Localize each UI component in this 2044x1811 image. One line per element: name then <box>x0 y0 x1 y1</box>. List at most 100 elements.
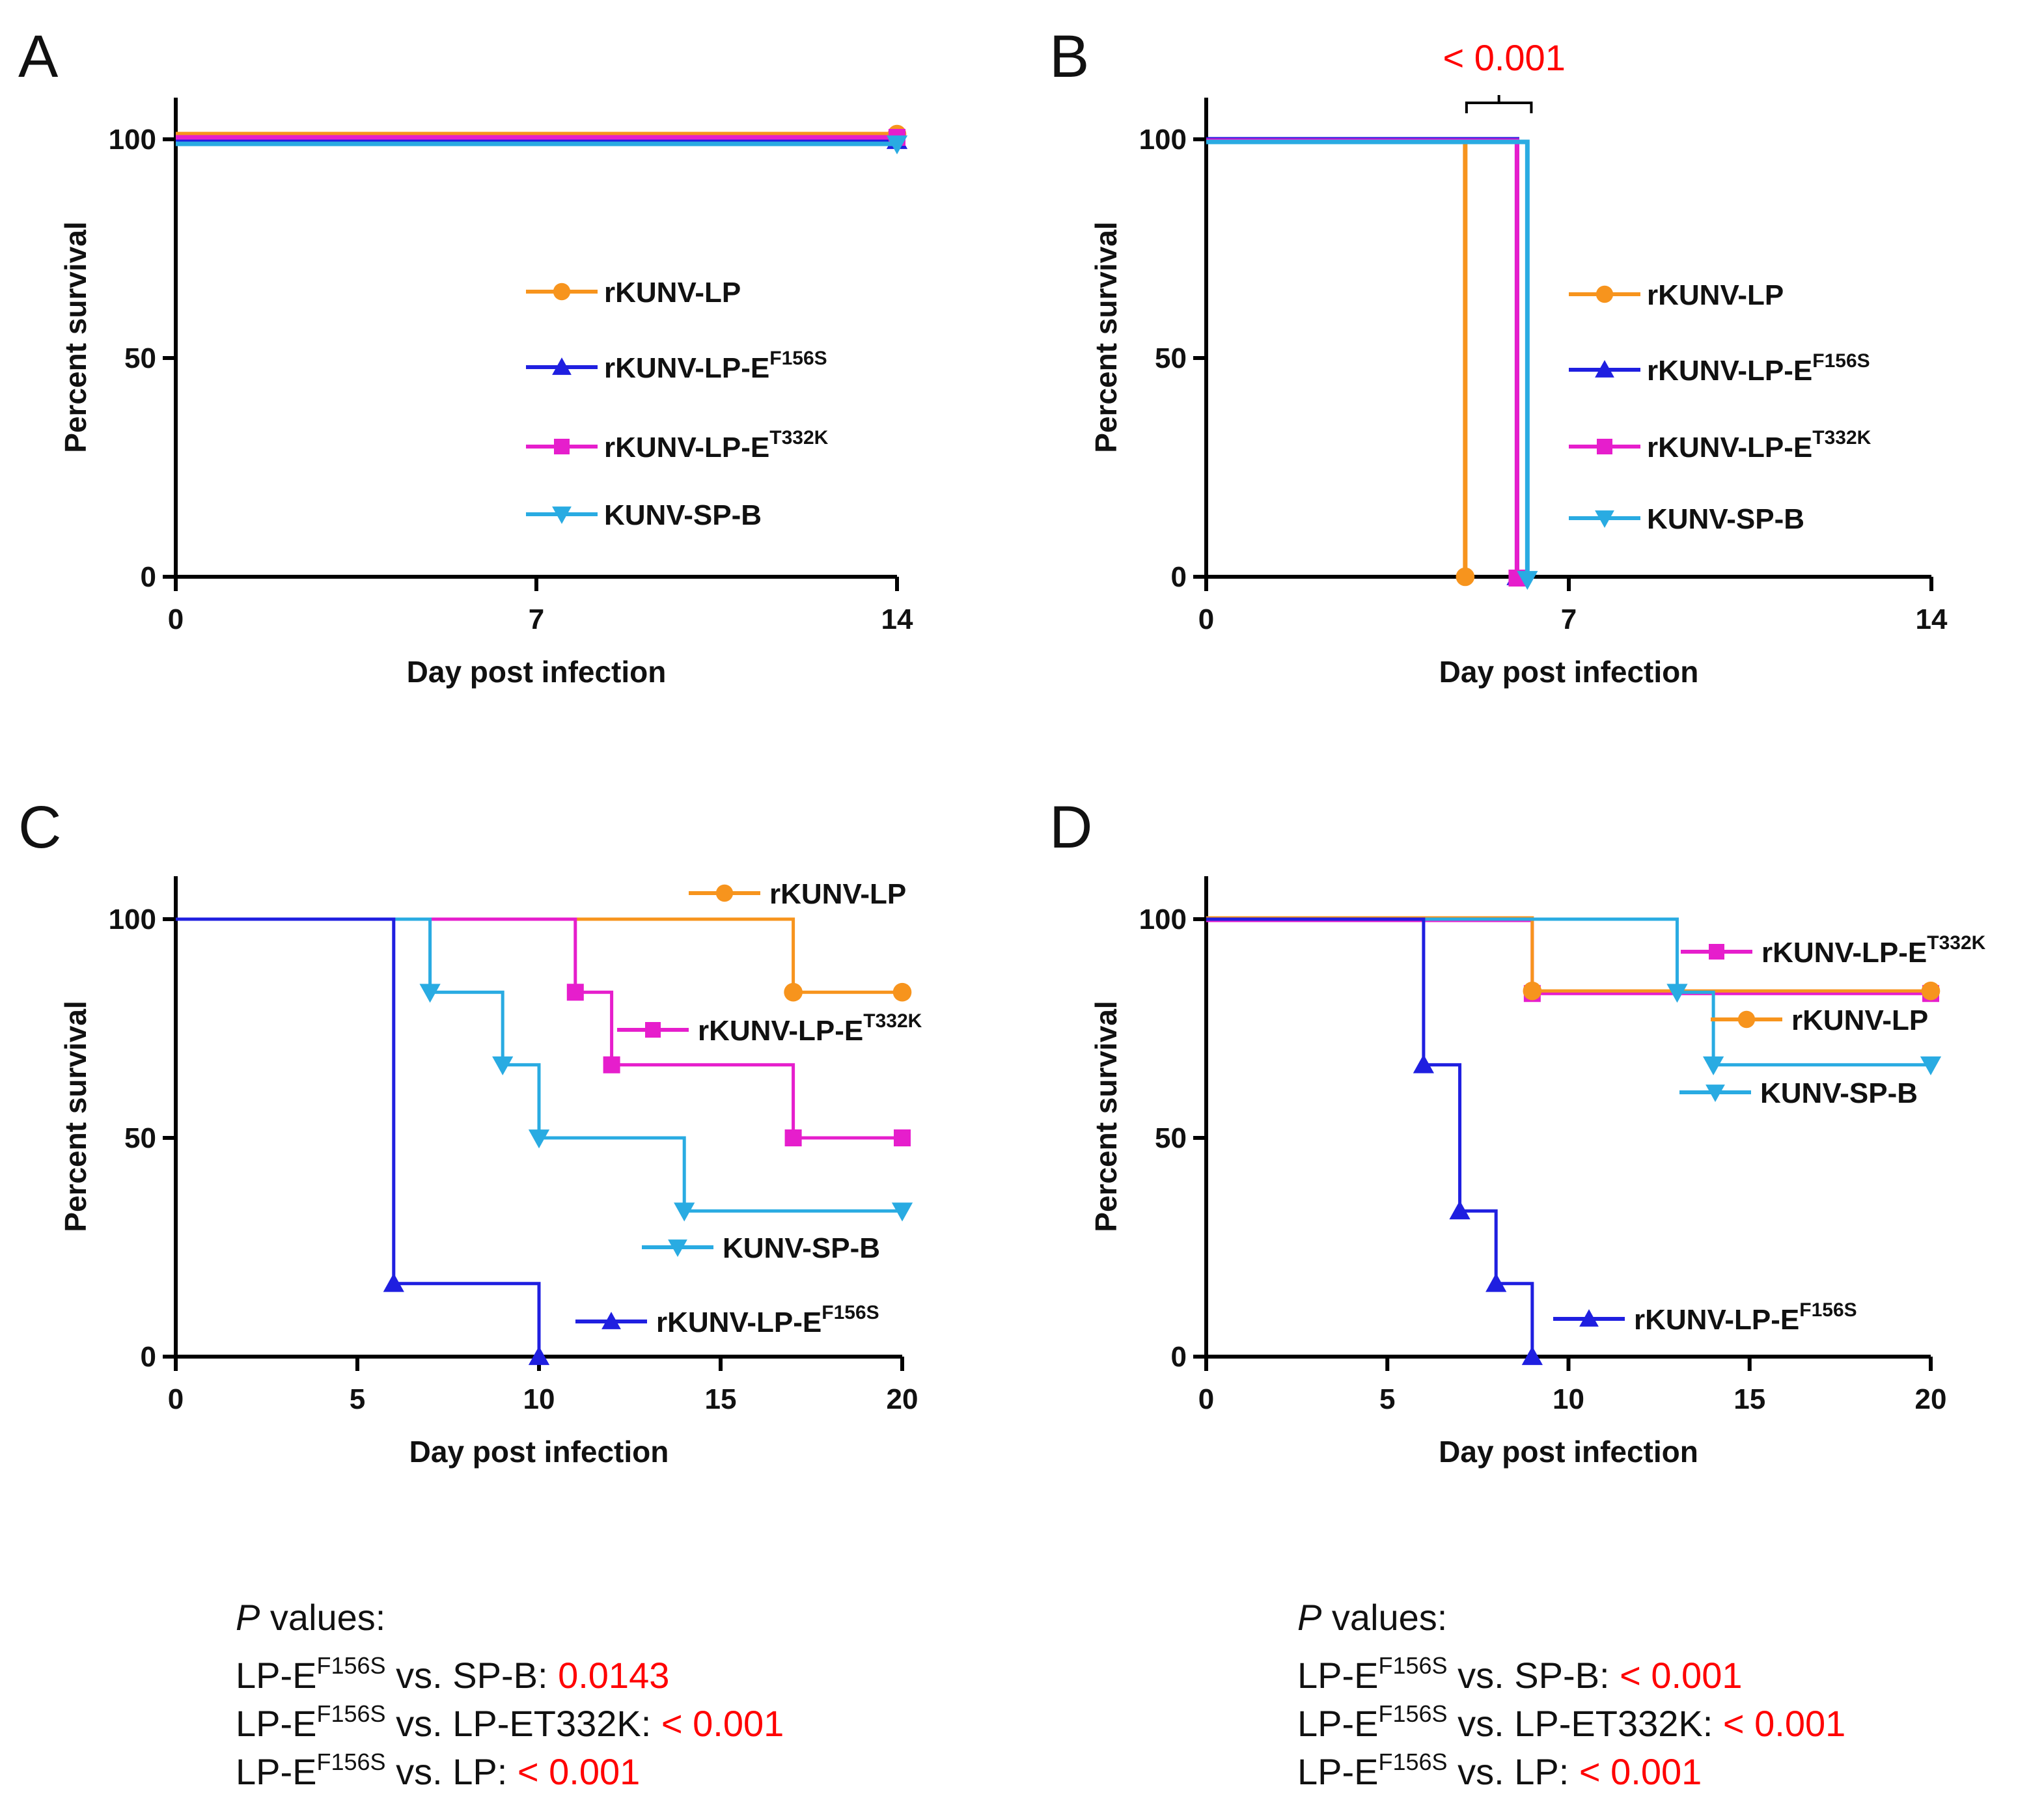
x-tick-label: 10 <box>1553 1383 1584 1415</box>
pvalue-row: LP-EF156S vs. SP-B: 0.0143 <box>236 1652 670 1696</box>
y-tick-label: 100 <box>109 124 156 156</box>
legend-marker <box>1595 360 1614 378</box>
series-lp <box>1206 137 1475 587</box>
pvalue-row: LP-EF156S vs. SP-B: < 0.001 <box>1297 1652 1743 1696</box>
y-tick-label: 50 <box>124 1122 156 1154</box>
series-f156s <box>176 917 550 1365</box>
legend-item-f156s: rKUNV-LP-EF156S <box>575 1302 879 1338</box>
legend-label: rKUNV-LP <box>604 277 741 309</box>
legend-marker <box>553 283 571 301</box>
data-point-marker <box>891 1202 913 1222</box>
legend-item-t332k: rKUNV-LP-ET332K <box>526 427 829 463</box>
x-tick-label: 0 <box>168 603 184 635</box>
pvalue-row: LP-EF156S vs. LP-ET332K: < 0.001 <box>1297 1700 1846 1744</box>
legend-label: rKUNV-LP-EF156S <box>604 348 827 384</box>
pvalue-row: LP-EF156S vs. LP: < 0.001 <box>236 1749 641 1792</box>
pvalues-title: P values: <box>236 1597 386 1638</box>
survival-step-line <box>1206 137 1519 577</box>
legend-label: rKUNV-LP-ET332K <box>698 1010 922 1047</box>
pvalue-number: < 0.001 <box>661 1703 784 1744</box>
legend-label: KUNV-SP-B <box>1647 503 1804 535</box>
y-tick-label: 50 <box>124 342 156 374</box>
x-tick-label: 5 <box>1379 1383 1395 1415</box>
x-tick-label: 0 <box>1198 603 1214 635</box>
survival-step-line <box>176 917 902 1140</box>
data-point-marker <box>1521 1346 1543 1365</box>
x-axis-title: Day post infection <box>407 655 667 689</box>
data-point-marker <box>1666 984 1688 1003</box>
data-point-marker <box>1921 981 1940 1001</box>
panel-letter: C <box>18 794 61 861</box>
data-point-marker <box>892 982 912 1002</box>
x-tick-label: 7 <box>529 603 544 635</box>
pvalue-number: < 0.001 <box>1579 1751 1702 1792</box>
legend-label: KUNV-SP-B <box>604 499 762 531</box>
legend-item-spb: KUNV-SP-B <box>1569 503 1804 535</box>
legend-label: rKUNV-LP <box>769 878 906 910</box>
data-point-marker <box>784 982 803 1002</box>
legend-item-lp: rKUNV-LP <box>689 878 906 910</box>
y-axis-title: Percent survival <box>1089 221 1123 452</box>
legend-item-t332k: rKUNV-LP-ET332K <box>617 1010 922 1047</box>
panel-letter: A <box>18 23 59 90</box>
y-tick-label: 50 <box>1155 342 1187 374</box>
data-point-marker <box>784 1129 802 1146</box>
x-tick-label: 14 <box>881 603 913 635</box>
legend-marker <box>1737 1010 1756 1029</box>
legend-item-f156s: rKUNV-LP-EF156S <box>1569 350 1870 387</box>
legend-label: rKUNV-LP-EF156S <box>656 1302 879 1338</box>
panel-letter: D <box>1049 794 1092 861</box>
pvalues-panel-c: P values: LP-EF156S vs. SP-B: 0.0143 LP-… <box>236 1594 784 1792</box>
survival-step-line <box>1206 138 1519 578</box>
x-tick-label: 0 <box>1198 1383 1214 1415</box>
significance-bracket: < 0.001 <box>1443 37 1566 113</box>
data-point-marker <box>1920 1056 1942 1075</box>
series-t332k <box>1206 138 1526 587</box>
series-f156s <box>1206 917 1543 1365</box>
legend-item-spb: KUNV-SP-B <box>526 499 762 531</box>
legend-label: rKUNV-LP <box>1791 1004 1928 1036</box>
legend-marker <box>554 439 570 454</box>
panel-d: D 0 50 100 0 5 10 15 20 Day post infection Percent… <box>1049 794 1986 1469</box>
legend-item-lp: rKUNV-LP <box>1569 279 1784 311</box>
legend-marker <box>552 506 572 524</box>
bracket-line <box>1465 95 1533 113</box>
legend-label: rKUNV-LP-EF156S <box>1634 1299 1857 1336</box>
data-point-marker <box>566 984 584 1001</box>
legend-label: rKUNV-LP-EF156S <box>1647 350 1870 387</box>
series-f156s <box>1206 137 1528 585</box>
x-tick-label: 15 <box>1733 1383 1765 1415</box>
legend-marker <box>1579 1309 1599 1327</box>
pvalue-number: < 0.001 <box>517 1751 641 1792</box>
data-point-marker <box>383 1273 404 1292</box>
legend-label: rKUNV-LP-ET332K <box>1761 932 1986 969</box>
legend-label: rKUNV-LP-ET332K <box>1647 427 1871 463</box>
data-point-marker <box>419 984 441 1003</box>
data-point-marker <box>894 1129 911 1146</box>
data-point-marker <box>1485 1273 1507 1292</box>
legend-marker <box>715 884 734 902</box>
series-spb <box>1206 917 1942 1075</box>
y-tick-label: 100 <box>1139 904 1187 935</box>
survival-step-line <box>1206 917 1534 1357</box>
legend-marker <box>1597 439 1612 454</box>
legend-marker <box>552 357 572 375</box>
y-tick-label: 50 <box>1155 1122 1187 1154</box>
survival-step-line <box>1206 137 1468 577</box>
pvalue-number: < 0.001 <box>1620 1655 1743 1696</box>
data-point-marker <box>674 1202 695 1222</box>
legend-item-spb: KUNV-SP-B <box>642 1232 880 1264</box>
legend-item-f156s: rKUNV-LP-EF156S <box>1553 1299 1857 1336</box>
y-axis-title: Percent survival <box>1089 1001 1123 1232</box>
pvalue-number: < 0.001 <box>1722 1703 1846 1744</box>
data-point-marker <box>1456 567 1475 587</box>
x-axis-title: Day post infection <box>409 1435 669 1469</box>
panel-c: C 0 50 100 0 5 10 15 20 Day post infection Percent… <box>18 794 922 1469</box>
data-point-marker <box>1523 981 1542 1001</box>
data-point-marker <box>1413 1054 1435 1073</box>
pvalue-row: LP-EF156S vs. LP-ET332K: < 0.001 <box>236 1700 784 1744</box>
panel-b: B 0 50 100 0 7 14 Day post infection Percent sur… <box>1049 23 1948 689</box>
panel-a: A 0 50 100 0 7 14 Day post infection Percent sur… <box>18 23 913 689</box>
